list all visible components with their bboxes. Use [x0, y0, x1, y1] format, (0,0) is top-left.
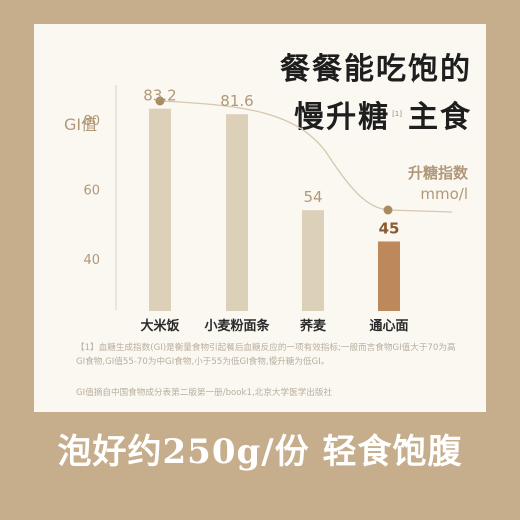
gi-trend-curve: [159, 100, 453, 213]
bar: [226, 114, 248, 312]
bar-value-label: 45: [379, 219, 400, 237]
source-note: GI值摘自中国食物成分表第二版第一册/book1,北京大学医学出版社: [76, 388, 333, 398]
headline: 餐餐能吃饱的 慢升糖 [1] 主食: [280, 48, 472, 140]
category-label: 通心面: [369, 318, 408, 334]
headline-line2-main: 慢升糖: [294, 100, 391, 135]
content-card: [34, 24, 486, 412]
bar: [378, 241, 400, 311]
bar-value-label: 83.2: [143, 87, 176, 105]
y-axis-label: GI值: [64, 115, 97, 134]
bar: [149, 108, 171, 312]
curve-end-dot: [383, 205, 393, 215]
curve-start-dot: [155, 96, 165, 106]
bar-value-label: 81.6: [220, 92, 253, 110]
reference-mark: [1]: [392, 110, 402, 118]
y-tick-label: 60: [83, 183, 100, 198]
curve-label-line1: 升糖指数: [408, 164, 469, 182]
y-tick-label: 80: [83, 114, 100, 129]
bar: [302, 210, 324, 311]
bottom-banner: 泡好约250g/份 轻食饱腹: [0, 416, 520, 520]
banner-slogan: 泡好约250g/份 轻食饱腹: [57, 431, 463, 472]
headline-line2-tail: 主食: [408, 100, 472, 135]
curve-label-line2: mmo/l: [420, 185, 468, 203]
category-label: 小麦粉面条: [204, 318, 270, 334]
headline-line2: 慢升糖 [1] 主食: [280, 92, 472, 140]
category-label: 大米饭: [140, 318, 179, 334]
y-tick-label: 40: [83, 253, 100, 268]
bar-value-label: 54: [303, 188, 322, 206]
footnote: 【1】血糖生成指数(GI)是衡量食物引起餐后血糖反应的一项有效指标;一般而言食物…: [76, 343, 456, 367]
headline-line1: 餐餐能吃饱的: [280, 52, 472, 87]
category-label: 荞麦: [300, 318, 327, 334]
